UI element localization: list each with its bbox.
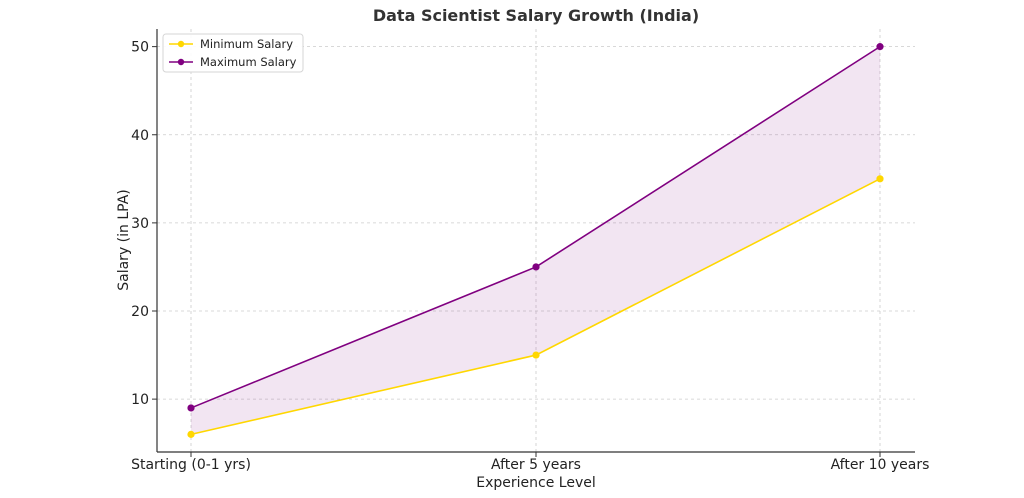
x-tick-label: After 5 years (491, 457, 581, 473)
data-point-minimum-salary-0 (187, 430, 195, 438)
data-point-maximum-salary-0 (187, 404, 195, 412)
data-point-maximum-salary-2 (876, 43, 884, 51)
y-tick-label: 50 (131, 40, 149, 56)
y-tick-label: 20 (131, 304, 149, 320)
x-tick-label: Starting (0-1 yrs) (131, 457, 251, 473)
x-axis-label: Experience Level (476, 475, 595, 491)
legend-marker-minimum-salary (177, 40, 185, 48)
series (187, 43, 884, 438)
fill-between-area (191, 46, 880, 435)
legend-box (162, 33, 304, 73)
y-tick-label: 30 (131, 216, 149, 232)
data-point-minimum-salary-1 (532, 351, 540, 359)
legend-label-maximum-salary: Maximum Salary (200, 55, 297, 69)
y-tick-label: 40 (131, 128, 149, 144)
chart-title: Data Scientist Salary Growth (India) (373, 6, 699, 25)
legend-marker-maximum-salary (177, 58, 185, 66)
x-tick-label: After 10 years (831, 457, 930, 473)
legend-label-minimum-salary: Minimum Salary (200, 37, 293, 51)
data-point-minimum-salary-2 (876, 175, 884, 183)
y-tick-label: 10 (131, 392, 149, 408)
y-axis-label: Salary (in LPA) (116, 189, 132, 291)
salary-range-band (191, 46, 880, 435)
data-point-maximum-salary-1 (532, 263, 540, 271)
ticks: 10 20 30 40 50 Starting (0-1 yrs) After 5 year… (131, 40, 929, 473)
legend: Minimum Salary Maximum Salary (162, 33, 304, 73)
